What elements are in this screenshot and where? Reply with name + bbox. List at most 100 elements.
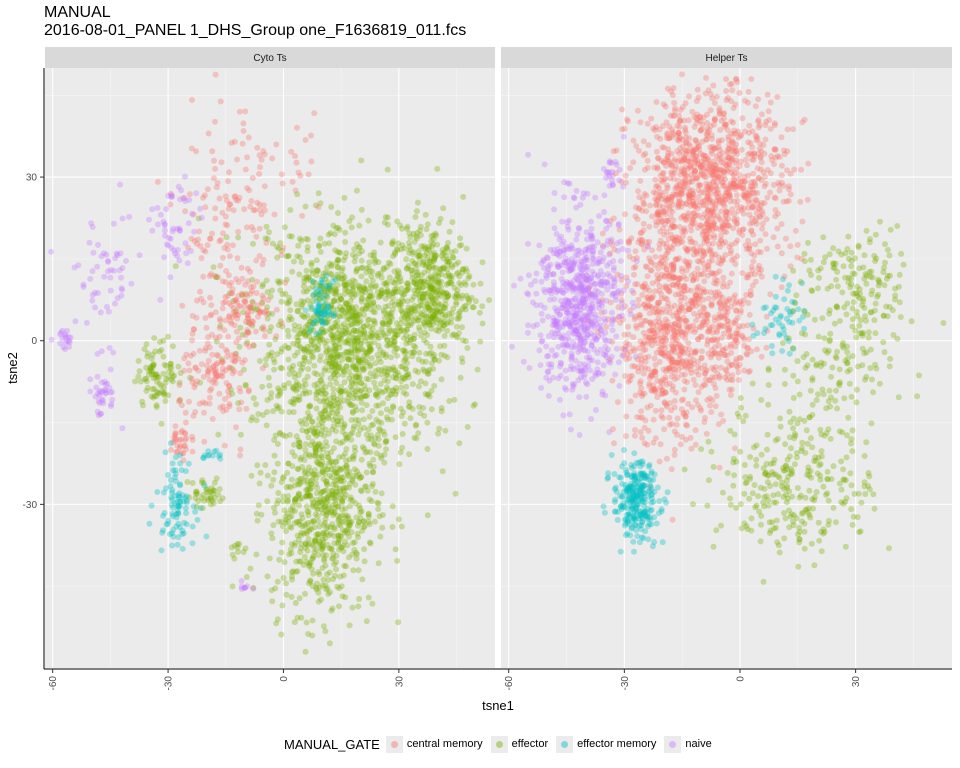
data-point [154,205,161,211]
data-point [298,259,305,265]
data-point [670,333,676,340]
data-point [213,338,220,345]
data-point [317,283,324,290]
data-point [366,348,373,355]
data-point [353,268,360,275]
data-point [368,346,375,353]
data-point [305,366,312,372]
data-point [290,400,297,407]
data-point [728,139,735,146]
data-point [709,240,716,247]
data-point [180,530,187,537]
data-point [652,288,659,295]
data-point [286,551,293,558]
data-point [235,400,242,407]
data-point [210,264,217,271]
data-point [183,250,190,257]
data-point [319,381,326,387]
data-point [169,542,175,549]
data-point [334,264,341,271]
data-point [405,304,412,311]
data-point [272,509,278,516]
data-point [428,274,435,281]
data-point [161,222,168,229]
data-point [658,219,665,226]
data-point [352,310,359,317]
data-point [757,154,764,161]
data-point [323,349,329,356]
data-point [339,438,346,445]
data-point [384,221,391,228]
data-point [305,470,312,477]
data-point [325,402,332,409]
data-point [645,142,652,149]
data-point [336,521,343,528]
data-point [348,356,355,363]
data-point [207,312,214,319]
data-point [401,358,408,364]
data-point [156,380,163,387]
data-point [362,449,369,456]
data-point [288,316,295,323]
data-point [749,183,756,190]
data-point [161,254,168,261]
data-point [388,310,395,317]
data-point [448,280,455,287]
data-point [436,357,442,364]
data-point [408,349,414,356]
data-point [322,384,329,391]
data-point [415,383,422,390]
data-point [342,512,349,519]
data-point [324,294,331,301]
data-point [169,378,176,385]
data-point [742,156,749,163]
data-point [414,261,421,268]
data-point [310,292,317,299]
data-point [266,555,273,562]
data-point [337,393,344,400]
data-point [357,317,364,324]
data-point [330,222,337,229]
data-point [420,284,427,291]
data-point [667,112,674,119]
data-point [634,107,641,114]
data-point [420,366,427,373]
data-point [310,327,317,334]
data-point [387,391,394,398]
data-point [317,317,324,324]
data-point [671,446,678,453]
data-point [327,304,334,311]
data-point [302,416,309,423]
data-point [319,565,326,571]
data-point [657,135,664,142]
data-point [314,316,321,323]
data-point [167,531,173,538]
data-point [336,364,343,371]
data-point [470,402,477,409]
data-point [202,204,209,211]
data-point [331,298,338,304]
data-point [320,469,326,476]
data-point [355,567,362,574]
data-point [351,258,358,265]
data-point [296,396,303,403]
data-point [201,192,208,199]
data-point [758,273,765,280]
data-point [627,165,634,171]
data-point [335,257,341,264]
data-point [442,313,449,320]
data-point [669,134,675,141]
data-point [154,178,161,185]
data-point [346,316,353,323]
data-point [313,480,320,487]
data-point [463,245,470,252]
data-point [128,280,135,287]
data-point [281,382,287,389]
data-point [375,500,382,507]
data-point [399,310,406,317]
data-point [747,150,753,157]
data-point [431,356,438,363]
data-point [385,292,392,299]
data-point [332,501,339,507]
data-point [356,283,363,290]
